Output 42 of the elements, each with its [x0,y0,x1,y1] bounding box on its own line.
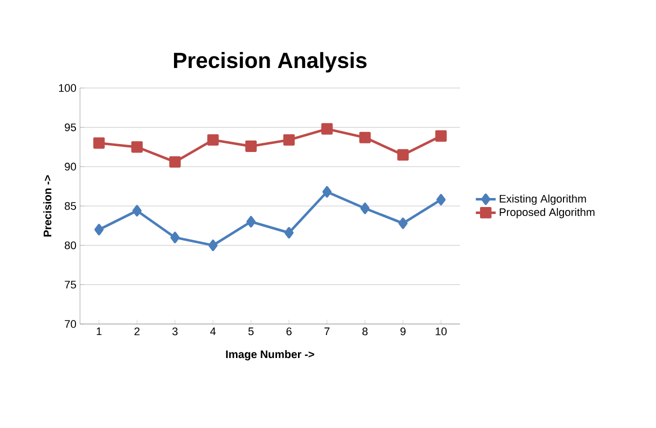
x-tick-label: 7 [324,328,330,336]
x-tick-label: 1 [96,328,102,336]
point [93,137,105,149]
y-tick-label: 95 [64,123,76,132]
x-tick-label: 8 [362,328,368,336]
x-tick-label: 4 [210,328,216,336]
x-tick-label: 9 [400,328,406,336]
y-tick-label: 90 [64,162,76,171]
point [246,216,256,228]
x-axis-title: Image Number -> [226,350,314,360]
point [131,141,143,153]
point [398,218,408,230]
point [94,224,104,236]
point [321,123,333,135]
x-tick-label: 2 [134,328,140,336]
point [322,186,332,198]
point [397,149,409,161]
x-tick-label: 10 [436,328,447,336]
legend-label: Existing Algorithm [500,194,586,205]
point [169,156,181,168]
point [245,140,257,152]
y-tick-label: 85 [64,202,76,210]
y-tick-label: 75 [64,280,76,288]
point [207,134,219,146]
point [170,232,180,244]
x-tick-label: 3 [172,328,178,336]
point [132,204,142,216]
y-tick-label: 80 [64,241,76,250]
legend-label: Proposed Algorithm [500,208,594,218]
point [359,132,371,144]
point [360,202,370,214]
y-axis-title: Precision -> [43,175,52,236]
x-tick-label: 6 [286,328,292,336]
point [208,240,218,252]
point [435,130,447,142]
x-tick-label: 5 [248,328,254,336]
point [283,134,295,146]
point [284,227,294,238]
chart-title: Precision Analysis [174,52,367,72]
y-tick-label: 100 [59,84,76,92]
point [436,194,446,206]
y-tick-label: 70 [64,320,76,328]
